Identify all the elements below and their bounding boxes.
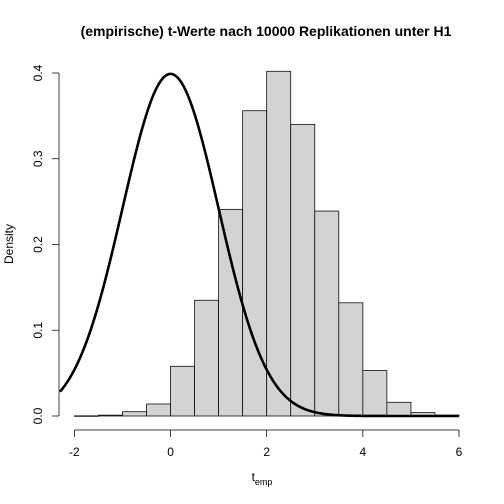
x-tick-label: 2 [263, 445, 270, 459]
x-axis: -2 0 2 4 6 [69, 429, 463, 459]
histogram-bar [146, 403, 171, 417]
y-axis: 0.0 0.1 0.2 0.3 0.4 [31, 64, 60, 424]
histogram-bar [122, 411, 147, 417]
histogram-bar [338, 302, 364, 417]
histogram-bar [362, 370, 388, 417]
chart-title: (empirische) t-Werte nach 10000 Replikat… [81, 23, 452, 39]
x-tick-label: -2 [69, 445, 80, 459]
histogram-bar [266, 70, 292, 417]
histogram-bar [170, 365, 195, 417]
y-tick-label: 0.0 [31, 407, 45, 424]
y-tick-label: 0.4 [31, 64, 45, 81]
x-tick-label: 4 [360, 445, 367, 459]
histogram-bar [98, 414, 123, 417]
histogram-bar [242, 110, 268, 417]
y-axis-label: Density [2, 224, 16, 264]
x-axis-label: temp [252, 470, 273, 487]
histogram-bar [218, 208, 244, 417]
y-tick-label: 0.3 [31, 150, 45, 167]
normal-density-curve [58, 72, 459, 418]
y-tick-label: 0.1 [31, 322, 45, 339]
x-axis-label-subscript: emp [255, 477, 273, 487]
histogram-bars [74, 70, 460, 417]
y-tick-label: 0.2 [31, 236, 45, 253]
x-tick-label: 0 [167, 445, 174, 459]
histogram-bar [194, 299, 219, 417]
histogram-bar [290, 124, 316, 417]
x-tick-label: 6 [456, 445, 463, 459]
histogram-bar [386, 401, 412, 417]
histogram-bar [314, 210, 340, 417]
x-axis-label-main: t [252, 470, 256, 484]
histogram-bar [74, 415, 99, 417]
